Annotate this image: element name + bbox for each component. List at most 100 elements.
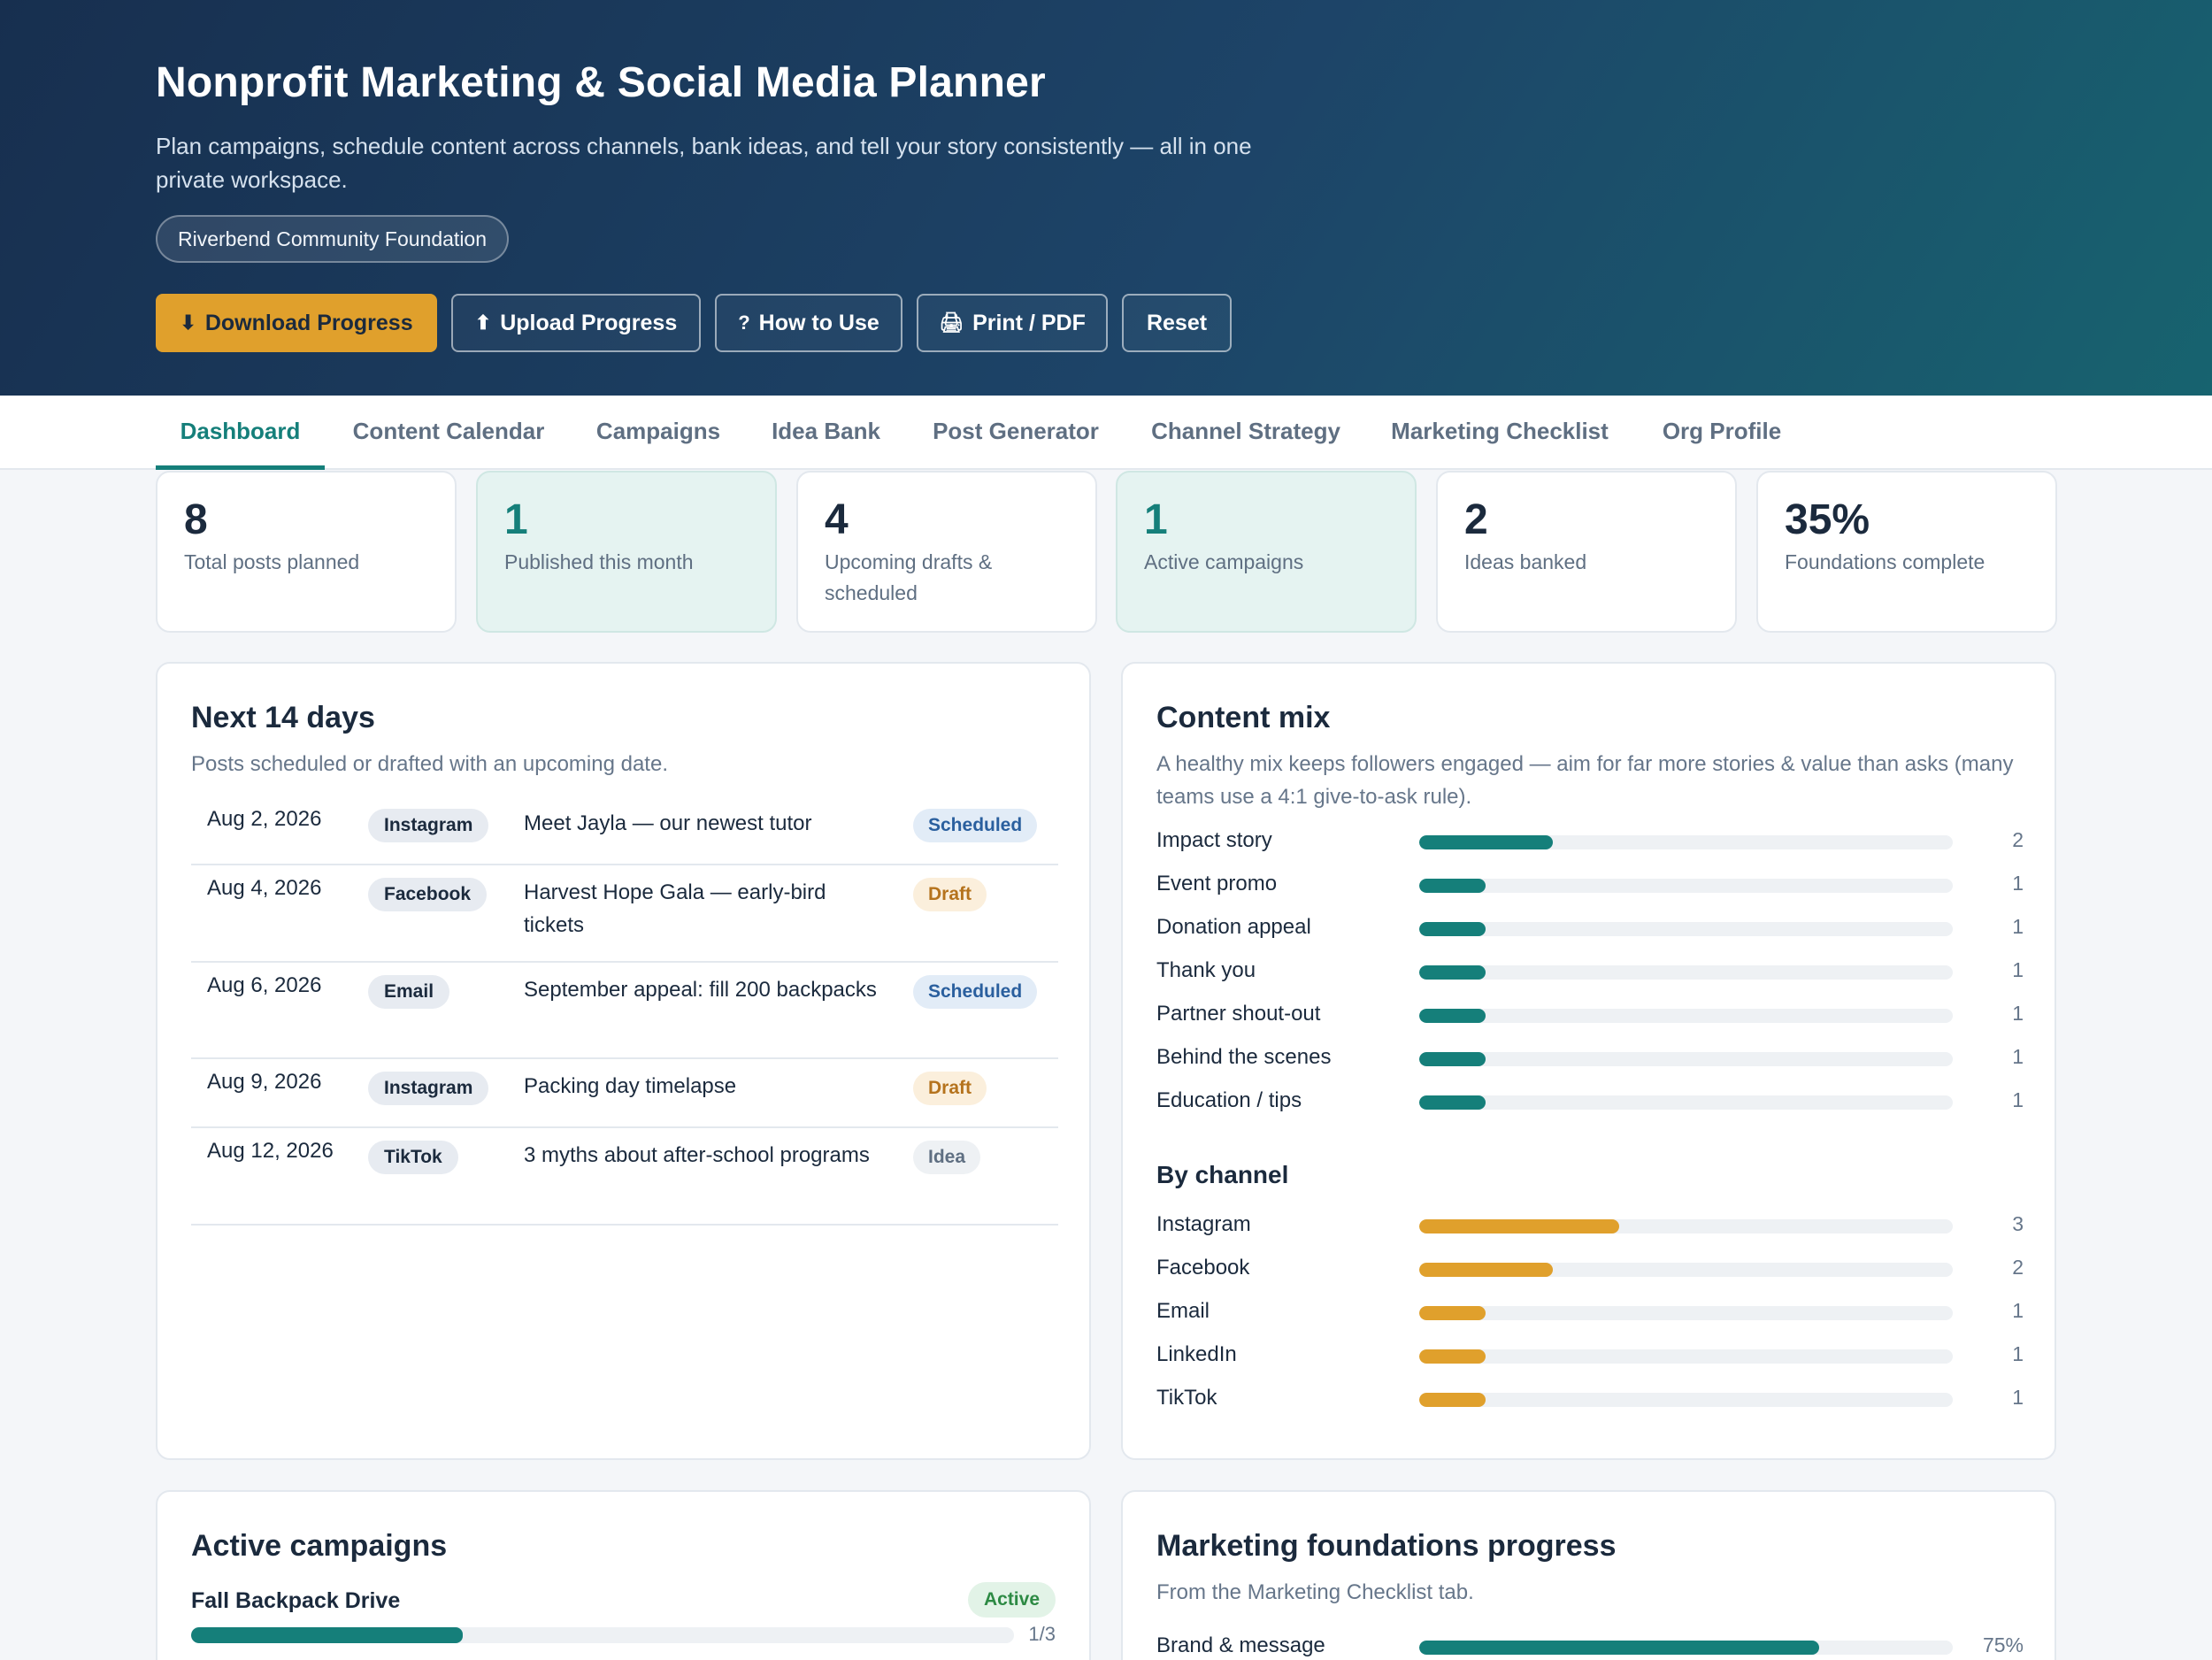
channel-bar-track [1419, 1306, 1953, 1320]
reset-button[interactable]: Reset [1122, 294, 1232, 352]
channel-count: 3 [2012, 1212, 2024, 1235]
stat-value: 4 [825, 496, 849, 543]
post-date: Aug 12, 2026 [207, 1139, 334, 1163]
by-channel-heading: By channel [1156, 1161, 1289, 1188]
table-row[interactable]: Aug 9, 2026 Instagram Packing day timela… [191, 1059, 1058, 1128]
channel-count: 1 [2012, 1299, 2024, 1322]
stat-value: 2 [1464, 496, 1488, 543]
table-row[interactable]: Aug 12, 2026 TikTok 3 myths about after-… [191, 1128, 1058, 1226]
content-type-bar-fill [1419, 1052, 1486, 1066]
tab-channel-strategy[interactable]: Channel Strategy [1151, 418, 1340, 444]
tab-org-profile[interactable]: Org Profile [1662, 418, 1782, 444]
campaigns-panel: Active campaigns Fall Backpack Drive Act… [156, 1490, 1091, 1660]
table-row[interactable]: Aug 4, 2026 Facebook Harvest Hope Gala —… [191, 865, 1058, 963]
tab-dashboard[interactable]: Dashboard [156, 396, 325, 470]
content-type-label: Thank you [1156, 958, 1256, 982]
content-type-bar-fill [1419, 922, 1486, 936]
upload-progress-button[interactable]: ⬆ Upload Progress [451, 294, 701, 352]
content-type-bar-track [1419, 922, 1953, 936]
post-title: Harvest Hope Gala — early-bird tickets [524, 880, 826, 937]
channel-count: 1 [2012, 1342, 2024, 1365]
stat-card-ideas: 2 Ideas banked [1436, 471, 1737, 633]
stat-card-active-campaigns: 1 Active campaigns [1116, 471, 1417, 633]
table-row[interactable]: Aug 6, 2026 Email September appeal: fill… [191, 963, 1058, 1059]
reset-label: Reset [1146, 310, 1208, 335]
post-date: Aug 9, 2026 [207, 1070, 322, 1094]
post-date: Aug 6, 2026 [207, 973, 322, 997]
content-type-count: 1 [2012, 958, 2024, 981]
content-type-bar-fill [1419, 965, 1486, 980]
content-type-row: Education / tips 1 [1156, 1085, 2024, 1120]
status-badge: Draft [913, 878, 987, 911]
stat-label: Total posts planned [184, 550, 360, 573]
channel-row: Instagram 3 [1156, 1209, 2024, 1244]
content-type-bar-track [1419, 1009, 1953, 1023]
content-type-row: Thank you 1 [1156, 955, 2024, 990]
content-type-bar-track [1419, 879, 1953, 893]
content-mix-panel: Content mix A healthy mix keeps follower… [1121, 662, 2056, 1460]
channel-row: Email 1 [1156, 1295, 2024, 1331]
page-subtitle: Plan campaigns, schedule content across … [156, 133, 1252, 193]
stat-value: 1 [1144, 496, 1168, 543]
channel-row: Facebook 2 [1156, 1252, 2024, 1287]
table-row[interactable]: Aug 2, 2026 Instagram Meet Jayla — our n… [191, 796, 1058, 865]
stat-value: 8 [184, 496, 208, 543]
how-to-use-button[interactable]: ? How to Use [715, 294, 902, 352]
print-pdf-button[interactable]: 🖨 Print / PDF [917, 294, 1108, 352]
stat-label: Ideas banked [1464, 550, 1587, 573]
campaigns-title: Active campaigns [191, 1529, 448, 1563]
tab-marketing-checklist[interactable]: Marketing Checklist [1391, 418, 1609, 444]
content-mix-subtitle: A healthy mix keeps followers engaged — … [1156, 752, 2014, 809]
channel-bar-track [1419, 1263, 1953, 1277]
campaign-progress-bar [191, 1627, 1014, 1643]
channel-row: LinkedIn 1 [1156, 1339, 2024, 1374]
content-type-bar-track [1419, 1095, 1953, 1110]
content-type-bar-fill [1419, 835, 1553, 849]
campaign-name[interactable]: Fall Backpack Drive [191, 1588, 401, 1613]
foundation-percent: 75% [1982, 1633, 2024, 1656]
post-title: 3 myths about after-school programs [524, 1143, 870, 1167]
status-badge: Draft [913, 1072, 987, 1105]
channel-count: 1 [2012, 1386, 2024, 1409]
page-title: Nonprofit Marketing & Social Media Plann… [156, 59, 1046, 106]
tab-campaigns[interactable]: Campaigns [595, 418, 721, 444]
content-type-row: Event promo 1 [1156, 868, 2024, 903]
channel-label: Email [1156, 1299, 1210, 1323]
content-type-row: Donation appeal 1 [1156, 911, 2024, 947]
download-progress-button[interactable]: ⬇ Download Progress [156, 294, 437, 352]
stat-card-upcoming: 4 Upcoming drafts & scheduled [796, 471, 1097, 633]
how-to-use-label: How to Use [758, 310, 879, 335]
foundation-progress-row: Brand & message 75% [1156, 1630, 2024, 1660]
content-type-count: 1 [2012, 915, 2024, 938]
content-type-bar-track [1419, 1052, 1953, 1066]
stat-value: 35% [1785, 496, 1870, 543]
channel-badge: Facebook [368, 878, 488, 911]
channel-badge: Instagram [368, 1072, 489, 1105]
tab-content-calendar[interactable]: Content Calendar [352, 418, 545, 444]
campaign-status-badge: Active [967, 1582, 1056, 1618]
channel-badge: Instagram [368, 809, 489, 842]
channel-label: TikTok [1156, 1386, 1217, 1410]
content-type-label: Partner shout-out [1156, 1002, 1321, 1026]
tab-idea-bank[interactable]: Idea Bank [772, 418, 880, 444]
stat-value: 1 [504, 496, 528, 543]
page-header: Nonprofit Marketing & Social Media Plann… [0, 0, 2212, 396]
printer-icon: 🖨 [939, 311, 964, 334]
channel-bar-fill [1419, 1219, 1620, 1233]
status-badge: Scheduled [913, 975, 1038, 1009]
campaign-progress-count: 1/3 [1028, 1623, 1056, 1645]
campaign-progress-fill [191, 1627, 463, 1643]
upcoming-title: Next 14 days [191, 701, 375, 734]
foundations-title: Marketing foundations progress [1156, 1529, 1617, 1563]
channel-bar-fill [1419, 1393, 1486, 1407]
content-type-row: Partner shout-out 1 [1156, 998, 2024, 1034]
upload-arrow-icon: ⬆ [474, 311, 492, 334]
content-type-bar-track [1419, 835, 1953, 849]
content-type-label: Education / tips [1156, 1088, 1302, 1112]
content-type-bar-fill [1419, 1009, 1486, 1023]
channel-label: LinkedIn [1156, 1342, 1237, 1366]
foundation-label: Brand & message [1156, 1633, 1325, 1657]
channel-bar-track [1419, 1349, 1953, 1364]
status-badge: Scheduled [913, 809, 1038, 842]
tab-post-generator[interactable]: Post Generator [933, 418, 1099, 444]
